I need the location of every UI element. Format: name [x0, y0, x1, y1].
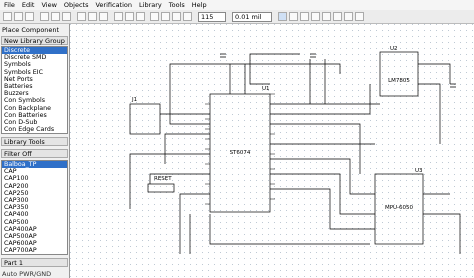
toolbar: 115 0.01 mil [0, 10, 474, 24]
tool-button[interactable] [77, 12, 86, 21]
group-item[interactable]: Con Batteries [4, 111, 47, 119]
tool-button[interactable] [289, 12, 298, 21]
tool-button[interactable] [62, 12, 71, 21]
menu-bar: File Edit View Objects Verification Library To… [0, 0, 474, 10]
tool-button[interactable] [300, 12, 309, 21]
component-item[interactable]: CAP200 [4, 182, 29, 190]
unit-box[interactable]: 0.01 mil [232, 12, 272, 22]
tool-button[interactable] [172, 12, 181, 21]
schematic-canvas: ST6074 U1 LM7805 U2 MPU-6050 U3 J1 RESET [70, 24, 474, 278]
group-item[interactable]: Symbols [4, 61, 31, 69]
tool-button[interactable] [355, 12, 364, 21]
component-item[interactable]: CAP100 [4, 175, 29, 183]
component-item[interactable]: CAP350 [4, 204, 29, 212]
component-item[interactable]: Balboa_TP [2, 161, 67, 169]
component-item[interactable]: CAP700AP [4, 247, 37, 255]
component-item[interactable]: CAP500AP [4, 232, 37, 240]
tool-button[interactable] [40, 12, 49, 21]
component-label: RESET [154, 176, 172, 182]
panel-title: Place Component [2, 26, 60, 34]
tool-button[interactable] [150, 12, 159, 21]
component-item[interactable]: CAP600AP [4, 240, 37, 248]
tool-button[interactable] [114, 12, 123, 21]
tool-button[interactable] [125, 12, 134, 21]
group-item[interactable]: Symbols EIC [4, 68, 43, 76]
tool-button[interactable] [311, 12, 320, 21]
menu-item[interactable]: View [41, 1, 57, 9]
library-tools[interactable]: Library Tools [1, 137, 68, 146]
menu-item[interactable]: Help [191, 1, 207, 9]
tool-button[interactable] [333, 12, 342, 21]
group-item[interactable]: Con Edge Cards [4, 126, 55, 134]
group-item[interactable]: Discrete SMD [4, 54, 47, 62]
tool-button[interactable] [3, 12, 12, 21]
group-item[interactable]: Con Symbols [4, 97, 45, 105]
menu-item[interactable]: Tools [168, 1, 185, 9]
group-button[interactable]: New Library Group [1, 36, 68, 45]
component-item[interactable]: CAP400 [4, 211, 29, 219]
group-item[interactable]: Batteries [4, 82, 33, 90]
chip-ref: U1 [262, 86, 270, 92]
group-item[interactable]: Con Mounting [2, 133, 67, 134]
part-selector[interactable]: Part 1 [1, 258, 68, 267]
menu-item[interactable]: Library [139, 1, 162, 9]
component-list: Balboa_TP CAP CAP100 CAP200 CAP250 CAP300 CAP3… [1, 160, 68, 255]
tool-button[interactable] [183, 12, 192, 21]
chip-ref: U3 [415, 168, 423, 174]
group-item[interactable]: Con Backplane [4, 104, 51, 112]
tool-button[interactable] [25, 12, 34, 21]
component-item[interactable]: CAP [4, 168, 17, 176]
tool-button[interactable] [14, 12, 23, 21]
group-item[interactable]: Net Ports [4, 75, 33, 83]
chip-label: MPU-6050 [385, 205, 414, 211]
menu-item[interactable]: Verification [95, 1, 133, 9]
chip-label: ST6074 [230, 150, 251, 156]
tool-button[interactable] [344, 12, 353, 21]
zoom-box[interactable]: 115 [198, 12, 226, 22]
component-panel: Place Component New Library Group Discre… [0, 24, 70, 278]
tool-button[interactable] [51, 12, 60, 21]
status-text: Auto PWR/GND [2, 270, 52, 278]
menu-item[interactable]: Edit [21, 1, 35, 9]
tool-button[interactable] [322, 12, 331, 21]
group-item[interactable]: Buzzers [4, 90, 29, 98]
group-item[interactable]: Discrete [2, 47, 67, 55]
tool-button[interactable] [161, 12, 170, 21]
chip-ref: U2 [390, 46, 398, 52]
chip-label: LM7805 [388, 78, 410, 84]
component-item[interactable]: CAP250 [4, 189, 29, 197]
tool-button[interactable] [88, 12, 97, 21]
group-list: Discrete Discrete SMD Symbols Symbols EIC Ne… [1, 46, 68, 134]
menu-item[interactable]: Objects [63, 1, 89, 9]
component-item[interactable]: CAP300 [4, 196, 29, 204]
tool-button[interactable] [136, 12, 145, 21]
chip-ref: J1 [131, 97, 137, 103]
filter-button[interactable]: Filter Off [1, 149, 68, 158]
group-item[interactable]: Con D-Sub [4, 118, 38, 126]
menu-item[interactable]: File [4, 1, 15, 9]
wires [129, 51, 461, 254]
tool-button[interactable] [99, 12, 108, 21]
tool-button[interactable] [278, 12, 287, 21]
component-item[interactable]: CAP500 [4, 218, 29, 226]
component-item[interactable]: CAP400AP [4, 225, 37, 233]
